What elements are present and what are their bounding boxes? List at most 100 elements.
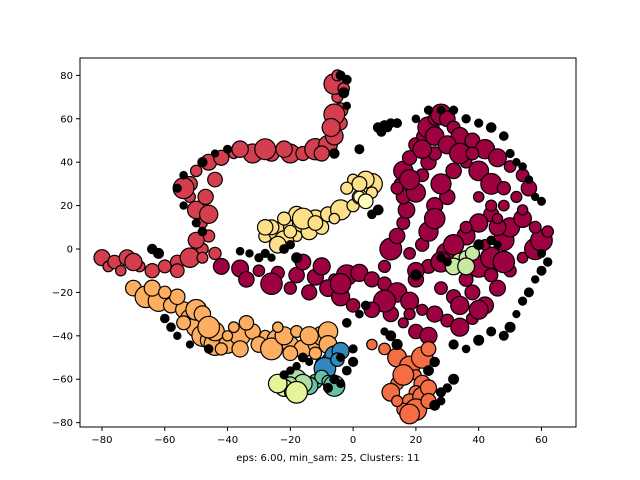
data-point [377, 259, 392, 273]
data-point [238, 271, 255, 288]
data-point [179, 170, 188, 180]
data-point [313, 145, 330, 162]
data-point [397, 200, 416, 219]
data-point [277, 211, 292, 226]
data-point [423, 207, 446, 230]
data-point [390, 181, 404, 195]
data-point [412, 139, 432, 159]
data-point [286, 366, 295, 375]
data-point [472, 191, 485, 203]
data-point [430, 173, 452, 195]
data-point [203, 344, 214, 354]
data-point [196, 251, 209, 264]
axes [79, 57, 577, 428]
data-point [191, 218, 201, 228]
series-9 [444, 245, 480, 276]
data-point [397, 317, 409, 329]
data-point [512, 157, 521, 167]
data-point [429, 356, 440, 368]
data-point [435, 387, 447, 398]
series-8 [267, 373, 309, 404]
y-tick-label: 60 [60, 114, 73, 125]
data-point [254, 253, 264, 263]
data-point [283, 224, 298, 239]
data-point [536, 265, 547, 276]
data-point [420, 341, 437, 357]
data-point [497, 199, 510, 212]
data-point [392, 118, 403, 128]
data-point [338, 87, 350, 99]
data-point [388, 227, 406, 245]
data-point [524, 175, 534, 184]
data-point [254, 138, 277, 161]
data-point [173, 331, 182, 340]
data-point [351, 175, 368, 192]
data-point [403, 246, 417, 260]
data-point [399, 169, 421, 191]
data-point [285, 380, 309, 404]
data-point [256, 219, 274, 236]
data-point [485, 122, 497, 133]
data-point [305, 357, 314, 366]
data-point [208, 246, 222, 261]
data-point [360, 300, 371, 311]
data-point [179, 201, 188, 210]
data-point [536, 196, 546, 206]
data-point [461, 344, 471, 354]
data-point [498, 131, 509, 141]
data-point [434, 281, 448, 296]
data-point [238, 314, 255, 331]
data-point [307, 215, 324, 231]
data-point [450, 295, 470, 316]
data-point [279, 244, 290, 254]
data-point [426, 305, 444, 323]
data-point [169, 263, 185, 279]
data-point [198, 204, 219, 224]
data-point [157, 259, 172, 274]
data-point [185, 340, 194, 349]
y-tick-label: 0 [67, 245, 73, 256]
x-tick-label: −80 [91, 435, 112, 446]
data-point [484, 267, 499, 283]
data-point [423, 365, 434, 377]
x-tick-label: −20 [280, 435, 301, 446]
x-tick-label: 40 [472, 435, 485, 446]
data-point [491, 212, 504, 225]
data-point [340, 181, 354, 195]
data-point [336, 379, 346, 389]
data-point [297, 352, 308, 363]
data-point [461, 114, 471, 124]
data-point [341, 74, 352, 85]
data-point [275, 140, 293, 158]
data-point [189, 164, 203, 178]
data-point [488, 148, 508, 168]
data-point [158, 285, 172, 300]
data-point [489, 279, 507, 297]
data-point [473, 239, 485, 251]
data-point [357, 193, 374, 210]
data-point [486, 326, 497, 337]
data-point [348, 356, 359, 367]
data-point [124, 252, 143, 272]
data-point [221, 330, 234, 342]
data-point [411, 114, 421, 124]
data-point [354, 144, 365, 155]
data-point [197, 156, 208, 168]
y-tick-label: 80 [60, 71, 73, 82]
data-point [400, 291, 420, 311]
data-point [260, 272, 283, 295]
data-point [504, 321, 516, 333]
data-point [528, 220, 542, 234]
data-point [448, 373, 460, 385]
data-point [283, 281, 297, 295]
data-point [160, 313, 170, 324]
axes-frame [79, 57, 577, 428]
x-tick-label: 0 [350, 435, 356, 446]
data-point [172, 183, 182, 193]
data-point [465, 146, 480, 161]
data-point [176, 315, 192, 331]
data-point [282, 345, 299, 362]
data-point [207, 171, 223, 188]
series-4 [366, 338, 438, 425]
x-tick-label: 60 [535, 435, 548, 446]
